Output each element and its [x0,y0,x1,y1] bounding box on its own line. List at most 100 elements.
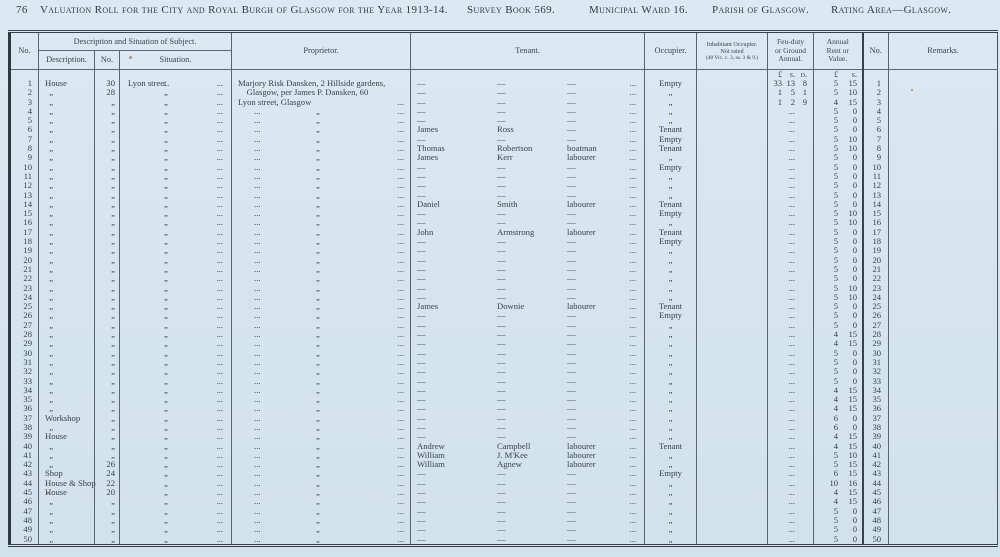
situation-ditto: „ [164,310,168,321]
cell-description: „ [38,218,95,228]
cell-tenant: — — — ... [410,320,645,331]
situation-ditto: „ [164,514,168,525]
cell-proprietor: ... „ ... [231,199,411,210]
table-row: 20 „ „ „ ... ... „ ... — — — ... „ [10,254,998,265]
feu-shillings: ... [788,440,796,451]
cell-inhabitant-occupier [696,357,768,368]
tenant-surname: — [497,208,506,219]
cell-feu-duty: ... [767,385,814,396]
cell-remarks [888,339,998,349]
cell-entry-no-right: 36 [861,404,889,414]
table-row: 10 „ „ „ ... ... „ ... — — — ... Empty [10,161,998,172]
tenant-first-name: — [417,496,426,507]
proprietor-dots-left: ... [254,226,261,237]
cell-entry-no-right: 41 [861,450,889,461]
proprietor-ditto: „ [316,254,320,265]
cell-tenant: — — — ... [410,255,645,265]
cell-description: „ [38,273,95,284]
cell-entry-no-right: 19 [861,246,889,256]
cell-entry-no: 10 [23,161,32,172]
proprietor-dots-right: ... [397,282,405,293]
cell-entry-no-right: 9 [861,153,889,163]
feu-shillings: ... [788,301,796,312]
document-title: Valuation Roll for the City and Royal Bu… [40,4,448,16]
cell-situation: „ ... [118,497,232,507]
tenant-surname: — [497,291,506,302]
cell-remarks [888,330,998,340]
proprietor-ditto: „ [316,514,320,525]
cell-annual-rent: 6 0 [813,422,863,433]
rent-pounds: 5 [833,78,839,88]
cell-annual-rent: 5 0 [813,171,863,182]
rent-pound-symbol: £ [833,70,839,79]
cell-entry-no-right: 39 [861,431,889,442]
cell-situation: „ ... [118,310,232,321]
feu-shillings: ... [788,421,796,432]
cell-inhabitant-occupier [696,515,768,526]
proprietor-ditto: „ [316,394,320,405]
cell-proprietor: ... „ ... [231,348,411,358]
proprietor-dots-left: ... [254,375,261,386]
tenant-dots: ... [629,291,637,302]
proprietor-text: Marjory Risk Dansken, 2 Hillside gardens… [238,78,386,88]
tenant-surname: — [497,412,506,423]
cell-description: „ [38,311,95,321]
cell-occupier: „ [644,366,697,377]
tenant-surname: — [497,133,506,144]
tenant-occupation: — [567,384,576,395]
situation-dots: ... [216,180,224,191]
tenant-dots: ... [629,487,637,498]
cell-annual-rent: 5 0 [813,524,863,535]
cell-proprietor: ... „ ... [231,524,411,535]
tenant-first-name: — [417,310,426,321]
proprietor-dots-left: ... [254,524,261,535]
cell-entry-no-right: 22 [861,273,889,284]
cell-tenant: — — — ... [410,506,645,516]
tenant-occupation: labourer [567,301,596,312]
cell-annual-rent: 4 15 [813,441,863,451]
cell-remarks [888,367,998,377]
table-row: 43 Shop 24 „ ... ... „ ... — — — ... Emp… [10,469,998,479]
tenant-occupation: — [567,124,576,135]
tenant-occupation: labourer [567,226,596,237]
feu-shillings: ... [788,143,796,154]
tenant-first-name: — [417,282,426,293]
tenant-dots: ... [629,152,637,163]
page-number: 76 [16,4,28,16]
cell-feu-duty: ... [767,283,814,293]
proprietor-ditto: „ [316,143,320,154]
proprietor-dots-left: ... [254,403,261,414]
rent-pounds: 4 [833,338,839,349]
cell-description: „ [38,199,95,210]
rent-pounds: 5 [833,198,839,209]
cell-street-no: „ [94,329,120,340]
tenant-occupation: — [567,412,576,423]
proprietor-ditto: „ [316,208,320,219]
cell-description: „ [38,283,95,293]
cell-situation: „ ... [118,413,232,423]
table-row: 1 House 30 Lyon street ... ... Marjory R… [10,78,998,89]
cell-proprietor: ... „ ... [231,385,411,396]
rent-pounds: 5 [833,105,839,116]
situation-ditto: „ [164,505,168,516]
cell-empty [231,69,411,79]
tenant-first-name: — [417,78,426,88]
cell-annual-rent: 5 0 [813,320,863,331]
rent-pounds: 10 [829,477,839,488]
cell-inhabitant-occupier [696,432,768,442]
cell-entry-no-right: 31 [861,357,889,368]
cell-tenant: — — — ... [410,431,645,442]
feu-pounds: 33 [773,78,783,88]
proprietor-ditto: „ [316,245,320,256]
tenant-surname: Ross [497,124,514,135]
cell-entry-no: 30 [23,347,32,358]
cell-entry-no-right: 30 [861,348,889,358]
rent-pounds: 5 [833,226,839,237]
situation-dots: ... [216,477,224,488]
cell-annual-rent: 5 0 [813,515,863,526]
cell-proprietor: ... „ ... [231,394,411,405]
situation-ditto: „ [164,347,168,358]
table-row: 7 „ „ „ ... ... „ ... — — — ... Empty [10,133,998,145]
cell-occupier: Tenant [644,143,697,154]
cell-description: „ [38,357,95,368]
